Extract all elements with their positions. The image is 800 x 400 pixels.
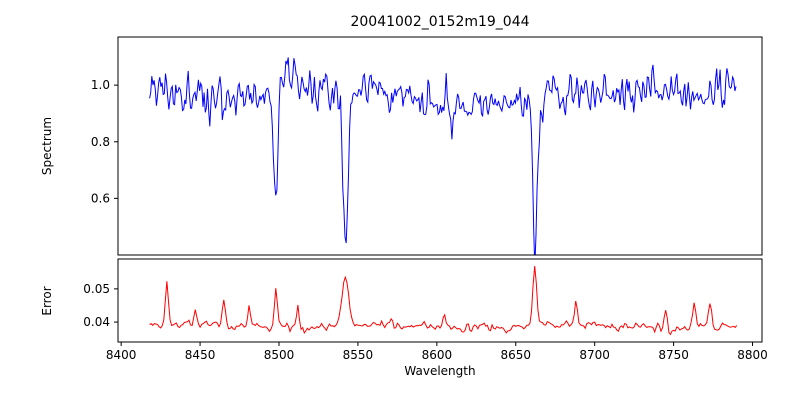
x-tick-label: 8650 — [500, 348, 531, 362]
spectrum-line — [149, 57, 737, 255]
spectrum-y-axis-label: Spectrum — [40, 116, 54, 176]
error-panel-border — [117, 258, 763, 343]
spectrum-y-tick-label: 0.8 — [91, 135, 110, 149]
x-tick-label: 8550 — [343, 348, 374, 362]
x-tick-label: 8800 — [737, 348, 768, 362]
spectrum-y-tick-label: 0.6 — [91, 191, 110, 205]
error-line — [149, 266, 738, 336]
x-tick-label: 8750 — [658, 348, 689, 362]
error-y-tick-label: 0.04 — [83, 315, 110, 329]
error-y-tick-label: 0.05 — [83, 282, 110, 296]
spectrum-panel-border — [117, 36, 763, 256]
error-y-axis-label: Error — [40, 286, 54, 316]
x-axis-label: Wavelength — [404, 364, 476, 378]
spectrum-y-tick-label: 1.0 — [91, 78, 110, 92]
x-tick-label: 8450 — [185, 348, 216, 362]
x-tick-label: 8400 — [106, 348, 137, 362]
chart-title: 20041002_0152m19_044 — [350, 14, 530, 30]
x-tick-label: 8600 — [422, 348, 453, 362]
x-tick-label: 8700 — [579, 348, 610, 362]
x-tick-label: 8500 — [264, 348, 295, 362]
